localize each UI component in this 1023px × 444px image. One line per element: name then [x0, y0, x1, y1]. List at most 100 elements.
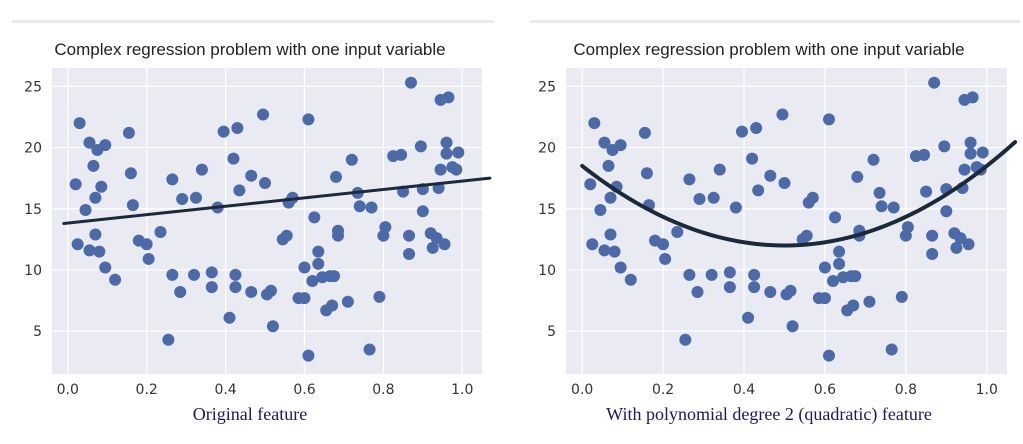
data-point	[373, 290, 386, 303]
chart-panel-quadratic: Complex regression problem with one inpu…	[515, 0, 1023, 444]
data-point	[818, 261, 831, 274]
x-tick-label: 0.6	[814, 382, 836, 398]
data-point	[83, 244, 96, 257]
data-point	[926, 229, 939, 242]
data-point	[705, 268, 718, 281]
data-point	[964, 147, 977, 160]
data-point	[326, 299, 339, 312]
data-point	[778, 177, 791, 190]
data-point	[614, 261, 627, 274]
data-point	[414, 140, 427, 153]
data-point	[827, 274, 840, 287]
data-point	[594, 203, 607, 216]
data-point	[851, 170, 864, 183]
data-point	[89, 228, 102, 241]
data-point	[126, 199, 139, 212]
data-point	[416, 205, 429, 218]
data-point	[938, 140, 951, 153]
x-tick-label: 0.6	[293, 382, 315, 398]
data-point	[964, 136, 977, 149]
data-point	[363, 343, 376, 356]
data-point	[829, 211, 842, 224]
data-point	[442, 91, 455, 104]
data-point	[604, 228, 617, 241]
linear-fit-line	[62, 176, 492, 225]
x-tick-label: 0.2	[652, 382, 674, 398]
data-point	[598, 244, 611, 257]
data-point	[614, 139, 627, 152]
data-point	[302, 113, 315, 126]
y-tick-label: 15	[538, 202, 556, 218]
plot-area	[566, 68, 1007, 374]
data-point	[867, 153, 880, 166]
x-tick-label: 0.4	[214, 382, 236, 398]
y-tick-label: 20	[538, 141, 556, 157]
data-point	[280, 229, 293, 242]
data-point	[99, 261, 112, 274]
data-point	[142, 252, 155, 265]
data-point	[205, 281, 218, 294]
data-point	[901, 221, 914, 234]
data-point	[640, 167, 653, 180]
data-point	[174, 285, 187, 298]
data-point	[926, 248, 939, 261]
data-point	[205, 266, 218, 279]
data-point	[89, 191, 102, 204]
data-point	[440, 147, 453, 160]
data-point	[885, 343, 898, 356]
data-point	[379, 221, 392, 234]
data-point	[404, 76, 417, 89]
data-point	[849, 270, 862, 283]
data-point	[887, 201, 900, 214]
data-point	[176, 192, 189, 205]
x-tick-label: 0.8	[372, 382, 394, 398]
data-point	[229, 268, 242, 281]
data-point	[707, 191, 720, 204]
data-point	[691, 285, 704, 298]
data-point	[140, 238, 153, 251]
data-point	[312, 257, 325, 270]
data-point	[873, 186, 886, 199]
data-point	[71, 238, 84, 251]
data-point	[822, 349, 835, 362]
data-point	[229, 281, 242, 294]
data-point	[266, 320, 279, 333]
data-point	[79, 203, 92, 216]
data-point	[166, 268, 179, 281]
data-point	[122, 126, 135, 139]
data-point	[298, 261, 311, 274]
data-point	[188, 268, 201, 281]
data-point	[109, 273, 122, 286]
data-point	[966, 91, 979, 104]
data-point	[223, 311, 236, 324]
data-point	[958, 163, 971, 176]
data-point	[162, 333, 175, 346]
data-point	[752, 184, 765, 197]
data-point	[584, 178, 597, 191]
data-point	[306, 274, 319, 287]
data-point	[332, 229, 345, 242]
data-point	[598, 136, 611, 149]
chart-caption: Original feature	[192, 404, 308, 424]
data-point	[723, 281, 736, 294]
data-point	[245, 285, 258, 298]
data-point	[195, 163, 208, 176]
quadratic-fit-curve	[580, 140, 1018, 248]
data-point	[440, 136, 453, 149]
data-point	[833, 245, 846, 258]
data-point	[818, 292, 831, 305]
data-point	[624, 273, 637, 286]
data-point	[99, 139, 112, 152]
x-tick-label: 0.0	[57, 382, 79, 398]
chart-title: Complex regression problem with one inpu…	[54, 40, 446, 59]
data-point	[73, 117, 86, 130]
data-point	[83, 136, 96, 149]
y-tick-label: 25	[538, 79, 556, 95]
data-point	[950, 241, 963, 254]
data-point	[452, 146, 465, 159]
x-tick-label: 0.4	[733, 382, 755, 398]
top-divider	[12, 20, 494, 23]
data-point	[659, 252, 672, 265]
data-point	[403, 229, 416, 242]
scatter-plot-quadratic-fit: 0.0 0.2 0.4 0.6 0.8 1.0 5 10 15 20 25	[538, 68, 1018, 398]
